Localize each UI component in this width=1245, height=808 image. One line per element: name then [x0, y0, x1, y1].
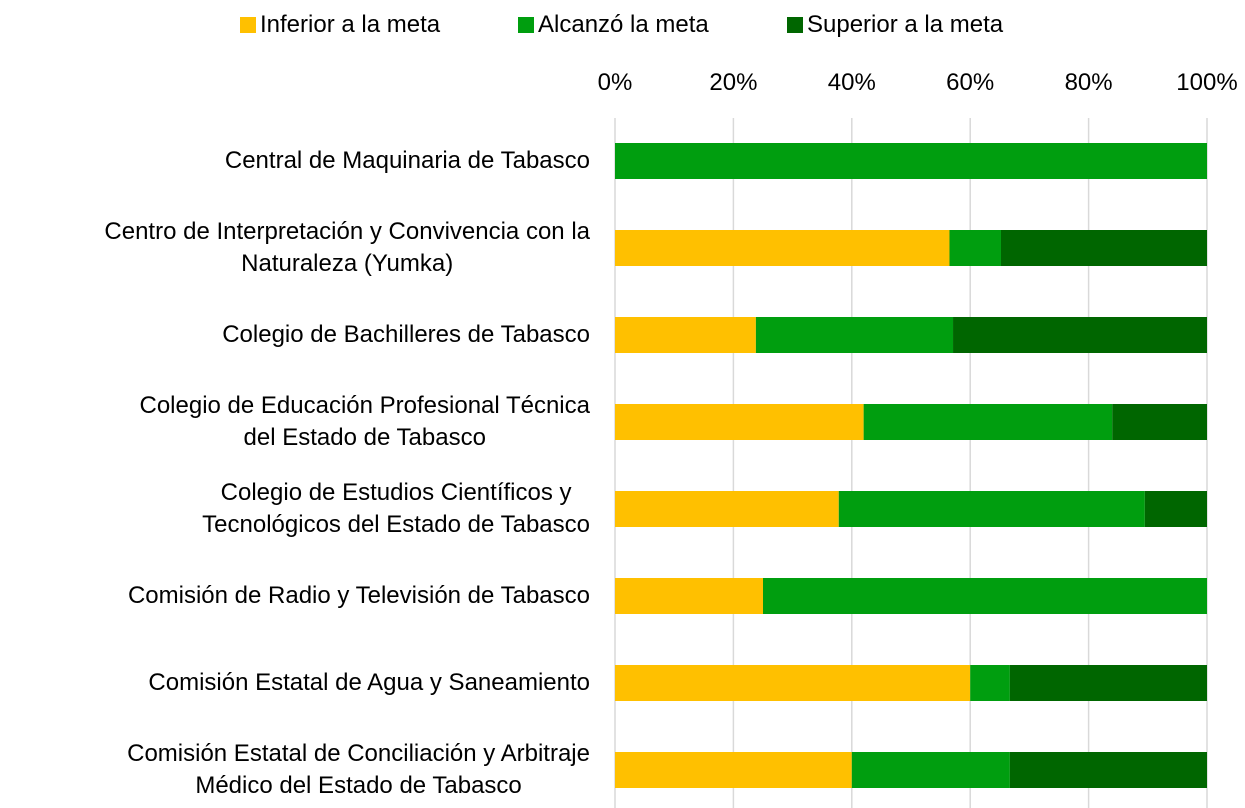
bar-segment — [763, 578, 1207, 614]
x-tick-label: 20% — [709, 69, 758, 96]
bar-segment — [953, 317, 1207, 353]
legend-label: Alcanzó la meta — [538, 11, 709, 38]
legend-label: Inferior a la meta — [260, 11, 441, 38]
legend-swatch — [240, 17, 256, 33]
legend-label: Superior a la meta — [807, 11, 1004, 38]
bar-segment — [615, 404, 864, 440]
bar-segment — [1112, 404, 1207, 440]
legend-swatch — [787, 17, 803, 33]
bar-segment — [1009, 665, 1207, 701]
bar-segment — [838, 491, 1145, 527]
y-tick-label: Comisión Estatal de Agua y Saneamiento — [148, 669, 590, 696]
y-tick-label: Colegio de Estudios Científicos y Tecnol… — [202, 479, 590, 538]
bar-segment — [851, 752, 1010, 788]
bar-segment — [615, 491, 839, 527]
bar-segment — [615, 752, 852, 788]
x-tick-label: 0% — [597, 69, 633, 96]
bar-segment — [755, 317, 954, 353]
bar-segment — [1000, 230, 1207, 266]
x-tick-label: 80% — [1064, 69, 1113, 96]
y-tick-label: Central de Maquinaria de Tabasco — [224, 147, 590, 174]
bar-segment — [1009, 752, 1207, 788]
bar-segment — [615, 230, 950, 266]
bar-segment — [970, 665, 1010, 701]
bar-segment — [615, 578, 763, 614]
bar-segment — [615, 143, 1207, 179]
legend-item: Superior a la meta — [787, 11, 1003, 39]
y-tick-label: Colegio de Educación Profesional Técnica… — [139, 392, 590, 451]
x-tick-label: 100% — [1176, 69, 1238, 96]
y-tick-label: Centro de Interpretación y Convivencia c… — [104, 218, 590, 277]
x-tick-label: 40% — [827, 69, 876, 96]
y-tick-label: Comisión de Radio y Televisión de Tabasc… — [127, 582, 590, 609]
bar-segment — [615, 665, 971, 701]
y-tick-label: Comisión Estatal de Conciliación y Arbit… — [127, 740, 590, 799]
bar-segment — [1144, 491, 1207, 527]
legend-swatch — [518, 17, 534, 33]
legend-item: Inferior a la meta — [240, 11, 440, 39]
bar-segment — [863, 404, 1113, 440]
bar-segment — [949, 230, 1001, 266]
y-tick-label: Colegio de Bachilleres de Tabasco — [222, 321, 590, 348]
bar-segment — [615, 317, 756, 353]
x-tick-label: 60% — [946, 69, 995, 96]
legend-item: Alcanzó la meta — [518, 11, 709, 39]
